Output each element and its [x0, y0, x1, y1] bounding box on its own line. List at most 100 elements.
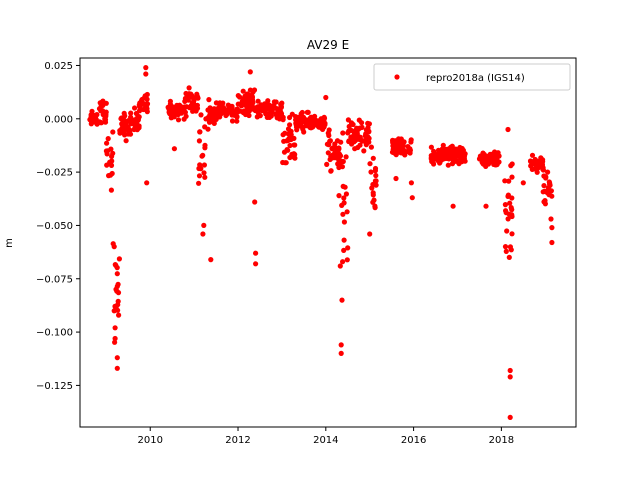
data-point — [509, 161, 515, 167]
data-point — [265, 98, 271, 104]
data-point — [339, 202, 345, 208]
data-point — [137, 100, 143, 106]
data-point — [108, 159, 114, 166]
data-point — [341, 247, 347, 253]
data-point — [196, 180, 202, 186]
data-point — [373, 172, 379, 179]
data-point — [247, 87, 253, 93]
data-point — [186, 85, 192, 91]
data-point — [287, 129, 293, 135]
y-axis-label: m — [4, 238, 15, 248]
legend-label: repro2018a (IGS14) — [426, 73, 525, 84]
data-point — [342, 184, 348, 190]
data-point — [280, 159, 286, 166]
data-point — [112, 335, 118, 342]
data-point — [241, 108, 247, 115]
data-point — [110, 241, 116, 247]
data-point — [273, 99, 279, 105]
data-point — [202, 174, 208, 180]
data-point — [184, 94, 191, 100]
data-point — [483, 203, 489, 209]
legend-marker — [394, 74, 400, 80]
data-point — [340, 158, 346, 165]
data-point — [213, 100, 219, 106]
data-point — [340, 259, 346, 265]
data-point — [171, 114, 177, 120]
data-point — [450, 203, 456, 209]
data-point — [502, 244, 509, 250]
data-point — [505, 216, 511, 222]
data-point — [361, 148, 367, 154]
data-point — [482, 155, 488, 161]
data-point — [297, 123, 303, 129]
data-point — [114, 365, 120, 371]
data-point — [136, 125, 142, 131]
data-point — [235, 101, 241, 107]
data-point — [428, 144, 434, 150]
data-point — [244, 104, 250, 111]
data-point — [205, 107, 211, 113]
x-tick-label: 2018 — [489, 435, 514, 446]
data-point — [124, 119, 130, 125]
data-point — [352, 138, 358, 144]
data-point — [241, 96, 247, 102]
data-point — [431, 151, 437, 157]
data-point — [315, 124, 322, 130]
data-point — [104, 140, 110, 146]
data-point — [123, 138, 129, 144]
data-point — [200, 231, 206, 237]
data-point — [372, 203, 378, 209]
data-point — [214, 108, 220, 114]
data-point — [294, 127, 300, 133]
data-point — [505, 126, 511, 133]
data-point — [549, 239, 555, 246]
data-point — [408, 180, 414, 186]
data-point — [372, 168, 378, 174]
data-point — [401, 139, 407, 145]
data-point — [328, 168, 334, 174]
data-point — [111, 308, 117, 314]
data-point — [350, 121, 356, 128]
data-point — [287, 142, 293, 149]
data-point — [547, 181, 553, 187]
y-tick-label: 0.025 — [44, 61, 73, 72]
data-point — [190, 99, 196, 105]
data-point — [234, 118, 240, 124]
data-point — [507, 414, 513, 420]
data-point — [287, 122, 293, 128]
data-point — [252, 199, 258, 205]
data-point — [89, 108, 95, 114]
data-point — [110, 129, 116, 135]
data-point — [345, 117, 351, 123]
data-point — [352, 146, 358, 152]
data-point — [370, 190, 376, 196]
data-point — [339, 164, 345, 170]
data-point — [353, 131, 360, 137]
data-point — [135, 113, 141, 119]
data-point — [545, 169, 551, 175]
data-point — [255, 98, 261, 104]
data-point — [300, 114, 307, 120]
data-point — [143, 65, 149, 71]
data-point — [409, 195, 415, 201]
data-point — [459, 159, 465, 165]
data-point — [509, 231, 515, 237]
data-point — [332, 149, 338, 156]
data-point — [108, 187, 114, 193]
data-point — [142, 93, 148, 99]
data-point — [128, 110, 134, 116]
data-point — [502, 178, 508, 184]
data-point — [494, 161, 500, 167]
data-point — [368, 169, 374, 175]
data-point — [503, 208, 509, 214]
data-point — [450, 154, 456, 160]
data-point — [372, 178, 378, 184]
data-point — [284, 138, 290, 144]
y-tick-label: −0.075 — [36, 274, 73, 285]
data-point — [505, 192, 511, 198]
plot-frame — [79, 57, 577, 428]
data-point — [447, 145, 453, 151]
data-point — [217, 114, 223, 120]
data-point — [366, 139, 372, 145]
